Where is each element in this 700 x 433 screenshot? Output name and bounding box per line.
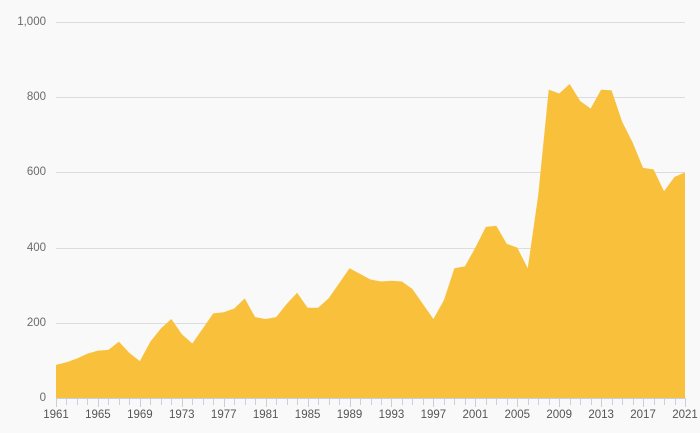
x-tick-label: 1985 xyxy=(294,409,321,421)
x-tick-1983 xyxy=(286,398,288,405)
x-tick-2012 xyxy=(590,398,592,405)
gridline-800 xyxy=(56,97,685,99)
x-tick-2011 xyxy=(580,398,582,405)
x-tick-label: 1981 xyxy=(252,409,279,421)
x-tick-2021 xyxy=(685,398,686,407)
x-tick-label: 1965 xyxy=(85,409,111,421)
x-tick-1967 xyxy=(118,398,120,405)
x-tick-2009 xyxy=(559,398,561,407)
x-tick-1986 xyxy=(318,398,320,405)
gridline-400 xyxy=(56,247,685,249)
x-tick-1985 xyxy=(307,398,309,407)
x-tick-1995 xyxy=(412,398,414,405)
x-tick-1970 xyxy=(150,398,152,405)
x-tick-1979 xyxy=(244,398,246,405)
area-series xyxy=(56,84,685,398)
x-tick-2017 xyxy=(643,398,645,407)
x-tick-1969 xyxy=(139,398,141,407)
x-tick-label: 2009 xyxy=(546,409,572,421)
gridline-600 xyxy=(56,172,685,174)
x-tick-label: 1969 xyxy=(127,409,153,421)
x-tick-1998 xyxy=(443,398,445,405)
x-tick-1984 xyxy=(297,398,299,405)
x-tick-label: 1997 xyxy=(420,409,447,421)
x-tick-2014 xyxy=(611,398,613,405)
x-tick-label: 1977 xyxy=(210,409,237,421)
x-tick-1976 xyxy=(213,398,215,405)
y-tick-label: 600 xyxy=(26,166,46,179)
x-tick-1997 xyxy=(433,398,435,407)
x-tick-1999 xyxy=(454,398,456,405)
x-tick-1991 xyxy=(370,398,372,405)
x-tick-2019 xyxy=(664,398,666,405)
x-tick-2013 xyxy=(601,398,603,407)
x-tick-label: 2005 xyxy=(504,409,531,421)
y-tick-label: 200 xyxy=(26,316,46,329)
gridline-1000 xyxy=(56,22,685,23)
x-tick-2018 xyxy=(653,398,655,405)
x-tick-1975 xyxy=(202,398,204,405)
x-tick-1963 xyxy=(76,398,78,405)
x-tick-label: 1973 xyxy=(169,409,195,421)
x-tick-1977 xyxy=(223,398,225,407)
x-tick-1968 xyxy=(129,398,131,405)
x-tick-1978 xyxy=(234,398,236,405)
x-tick-1981 xyxy=(265,398,267,407)
x-tick-2005 xyxy=(517,398,519,407)
x-tick-2003 xyxy=(496,398,498,405)
x-tick-1993 xyxy=(391,398,393,407)
x-tick-2006 xyxy=(527,398,529,405)
x-tick-2002 xyxy=(485,398,487,405)
x-tick-1980 xyxy=(255,398,257,405)
x-tick-1989 xyxy=(349,398,351,407)
y-tick-label: 400 xyxy=(26,241,46,254)
x-tick-1973 xyxy=(181,398,183,407)
x-tick-1972 xyxy=(171,398,173,405)
x-tick-1965 xyxy=(97,398,99,407)
x-tick-2007 xyxy=(538,398,540,405)
x-tick-2008 xyxy=(548,398,550,405)
y-tick-label: 800 xyxy=(26,91,46,104)
x-tick-1962 xyxy=(66,398,68,405)
y-tick-label: 0 xyxy=(39,392,46,404)
x-tick-1996 xyxy=(422,398,424,405)
x-tick-2000 xyxy=(464,398,466,405)
x-tick-label: 2013 xyxy=(588,409,614,421)
x-tick-1961 xyxy=(56,398,57,407)
x-tick-1974 xyxy=(192,398,194,405)
x-tick-label: 2001 xyxy=(462,409,489,421)
plot-area xyxy=(56,22,685,398)
x-tick-1990 xyxy=(360,398,362,405)
x-tick-1992 xyxy=(380,398,382,405)
x-tick-1966 xyxy=(108,398,110,405)
x-tick-1994 xyxy=(401,398,403,405)
x-tick-2001 xyxy=(475,398,477,407)
x-tick-2015 xyxy=(622,398,624,405)
x-tick-1964 xyxy=(87,398,89,405)
y-tick-label: 1,000 xyxy=(17,16,46,28)
x-tick-2004 xyxy=(506,398,508,405)
area-fill xyxy=(56,84,685,398)
x-tick-2020 xyxy=(674,398,676,405)
x-tick-label: 1993 xyxy=(378,409,405,421)
x-tick-1988 xyxy=(339,398,341,405)
x-tick-label: 2017 xyxy=(630,409,656,421)
x-tick-2010 xyxy=(569,398,571,405)
x-tick-2016 xyxy=(632,398,634,405)
x-tick-1987 xyxy=(328,398,330,405)
x-tick-label: 1989 xyxy=(336,409,363,421)
x-tick-1971 xyxy=(160,398,162,405)
x-tick-1982 xyxy=(276,398,278,405)
x-tick-label: 1961 xyxy=(43,409,69,421)
x-tick-label: 2021 xyxy=(672,409,698,421)
